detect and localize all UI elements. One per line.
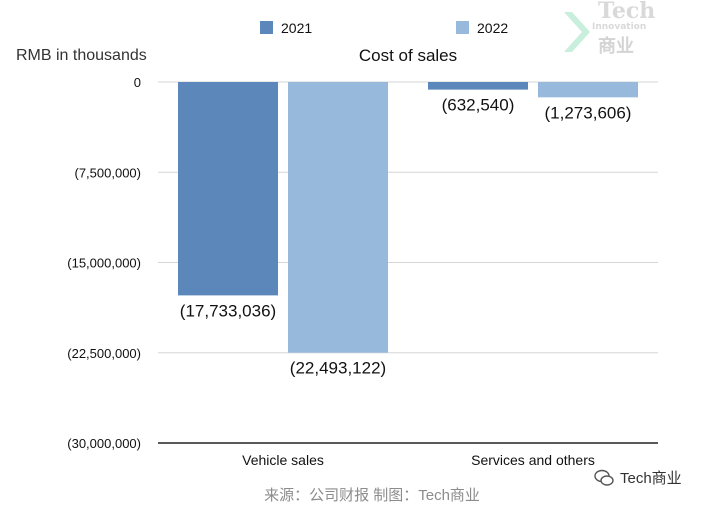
bar-2021-1	[428, 82, 528, 90]
x-tick-label: Services and others	[471, 452, 595, 468]
y-tick-labels: 0 (7,500,000) (15,000,000) (22,500,000) (30,…	[67, 75, 141, 451]
y-tick-label: (15,000,000)	[67, 256, 141, 271]
logo-title: Tech	[598, 0, 656, 24]
legend-swatch-2022	[456, 21, 469, 34]
legend: 2021 2022	[260, 20, 508, 36]
bars	[178, 82, 638, 353]
source-note: 来源：公司财报 制图：Tech商业	[264, 487, 480, 504]
y-tick-label: (30,000,000)	[67, 436, 141, 451]
logo-mark-icon	[564, 12, 590, 52]
y-tick-label: (7,500,000)	[75, 165, 142, 180]
y-tick-label: (22,500,000)	[67, 346, 141, 361]
data-label: (22,493,122)	[290, 359, 386, 378]
logo-subtitle: Innovation	[592, 22, 647, 32]
data-label: (17,733,036)	[180, 301, 276, 320]
legend-label: 2021	[281, 20, 312, 36]
x-tick-label: Vehicle sales	[242, 452, 324, 468]
watermark: Tech商业	[594, 467, 682, 488]
bar-2022-1	[538, 82, 638, 98]
x-tick-labels: Vehicle sales Services and others	[242, 452, 595, 468]
legend-swatch-2021	[260, 21, 273, 34]
logo: Tech Innovation 商业	[560, 0, 660, 60]
y-axis-label: RMB in thousands	[16, 47, 147, 64]
wechat-icon	[594, 469, 614, 486]
data-labels: (17,733,036) (22,493,122) (632,540) (1,273,…	[180, 96, 632, 378]
data-label: (1,273,606)	[545, 103, 632, 122]
legend-label: 2022	[477, 20, 508, 36]
watermark-text: Tech商业	[620, 470, 682, 487]
logo-cn: 商业	[598, 36, 634, 57]
data-label: (632,540)	[442, 96, 515, 115]
y-tick-label: 0	[134, 75, 141, 90]
bar-2021-0	[178, 82, 278, 296]
bar-2022-0	[288, 82, 388, 353]
chart-title: Cost of sales	[359, 46, 457, 65]
